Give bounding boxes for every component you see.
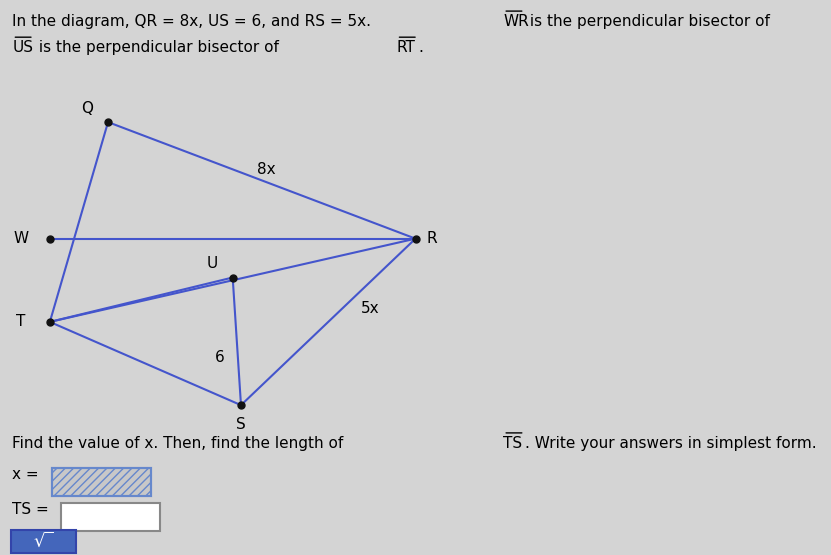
Text: WR: WR (504, 14, 529, 29)
FancyBboxPatch shape (52, 468, 151, 496)
Text: Find the value of x. Then, find the length of: Find the value of x. Then, find the leng… (12, 436, 348, 451)
Text: W: W (13, 231, 28, 246)
Text: TS: TS (504, 436, 523, 451)
FancyBboxPatch shape (61, 503, 160, 531)
Text: x =: x = (12, 467, 39, 482)
Text: TS =: TS = (12, 502, 49, 517)
Text: S: S (236, 417, 246, 432)
Text: .: . (418, 40, 423, 55)
FancyBboxPatch shape (11, 530, 76, 553)
Text: In the diagram, QR = 8x, US = 6, and RS = 5x.: In the diagram, QR = 8x, US = 6, and RS … (12, 14, 376, 29)
Text: 6: 6 (215, 350, 225, 366)
Text: U: U (206, 256, 218, 271)
Text: T: T (16, 314, 26, 330)
Text: is the perpendicular bisector of: is the perpendicular bisector of (34, 40, 283, 55)
Text: US: US (12, 40, 33, 55)
Text: Q: Q (81, 100, 93, 116)
Text: . Write your answers in simplest form.: . Write your answers in simplest form. (524, 436, 816, 451)
Text: 8x: 8x (257, 162, 275, 177)
Text: is the perpendicular bisector of: is the perpendicular bisector of (524, 14, 774, 29)
Text: RT: RT (396, 40, 416, 55)
Text: 5x: 5x (361, 300, 379, 316)
Text: $\sqrt{\,}$: $\sqrt{\,}$ (33, 532, 54, 551)
Text: R: R (427, 231, 437, 246)
